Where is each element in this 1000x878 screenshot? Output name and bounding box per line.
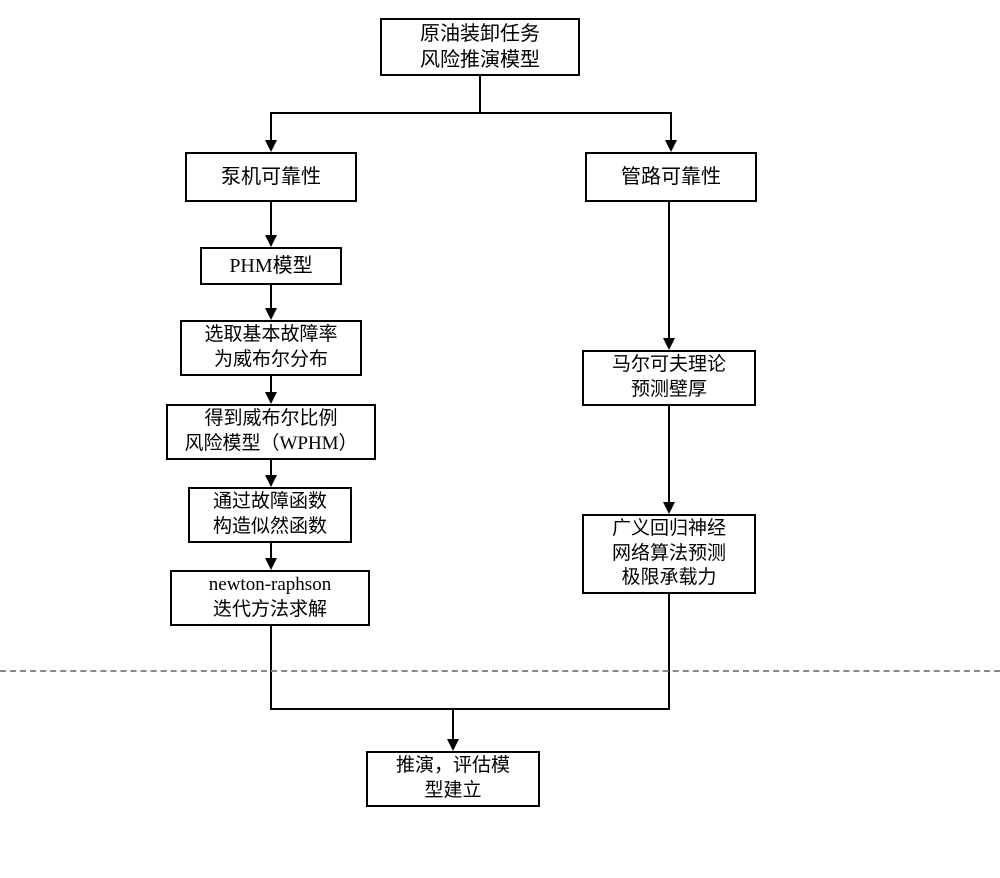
dashed-separator bbox=[0, 670, 1000, 672]
edge-line bbox=[270, 112, 672, 114]
node-newton: newton-raphson迭代方法求解 bbox=[170, 570, 370, 626]
node-label: 广义回归神经网络算法预测极限承载力 bbox=[612, 517, 726, 591]
node-label: 原油装卸任务风险推演模型 bbox=[420, 21, 540, 73]
edge-line bbox=[270, 626, 272, 708]
edge-line bbox=[270, 376, 272, 392]
arrowhead-icon bbox=[265, 235, 277, 247]
edge-line bbox=[479, 76, 481, 112]
node-pipe: 管路可靠性 bbox=[585, 152, 757, 202]
edge-line bbox=[452, 708, 454, 739]
edge-line bbox=[670, 112, 672, 140]
edge-line bbox=[668, 202, 670, 338]
edge-line bbox=[668, 594, 670, 708]
node-label: 泵机可靠性 bbox=[221, 164, 321, 190]
arrowhead-icon bbox=[265, 140, 277, 152]
node-pump: 泵机可靠性 bbox=[185, 152, 357, 202]
node-likelihood: 通过故障函数构造似然函数 bbox=[188, 487, 352, 543]
edge-line bbox=[270, 202, 272, 235]
arrowhead-icon bbox=[665, 140, 677, 152]
arrowhead-icon bbox=[265, 475, 277, 487]
node-label: 得到威布尔比例风险模型（WPHM） bbox=[184, 407, 357, 456]
node-label: PHM模型 bbox=[229, 253, 312, 279]
node-grnn: 广义回归神经网络算法预测极限承载力 bbox=[582, 514, 756, 594]
node-phm: PHM模型 bbox=[200, 247, 342, 285]
node-weibull-select: 选取基本故障率为威布尔分布 bbox=[180, 320, 362, 376]
edge-line bbox=[668, 406, 670, 502]
edge-line bbox=[270, 285, 272, 308]
node-label: 马尔可夫理论预测壁厚 bbox=[612, 353, 726, 402]
node-label: 通过故障函数构造似然函数 bbox=[213, 490, 327, 539]
node-label: 选取基本故障率为威布尔分布 bbox=[204, 323, 337, 372]
node-label: newton-raphson迭代方法求解 bbox=[209, 573, 331, 622]
edge-line bbox=[270, 543, 272, 558]
node-markov: 马尔可夫理论预测壁厚 bbox=[582, 350, 756, 406]
node-label: 管路可靠性 bbox=[621, 164, 721, 190]
edge-line bbox=[270, 460, 272, 475]
edge-line bbox=[270, 112, 272, 140]
arrowhead-icon bbox=[265, 392, 277, 404]
arrowhead-icon bbox=[663, 338, 675, 350]
node-label: 推演，评估模型建立 bbox=[396, 754, 510, 803]
arrowhead-icon bbox=[447, 739, 459, 751]
arrowhead-icon bbox=[265, 558, 277, 570]
node-wphm: 得到威布尔比例风险模型（WPHM） bbox=[166, 404, 376, 460]
edge-line bbox=[270, 708, 670, 710]
arrowhead-icon bbox=[663, 502, 675, 514]
arrowhead-icon bbox=[265, 308, 277, 320]
node-final: 推演，评估模型建立 bbox=[366, 751, 540, 807]
node-root: 原油装卸任务风险推演模型 bbox=[380, 18, 580, 76]
